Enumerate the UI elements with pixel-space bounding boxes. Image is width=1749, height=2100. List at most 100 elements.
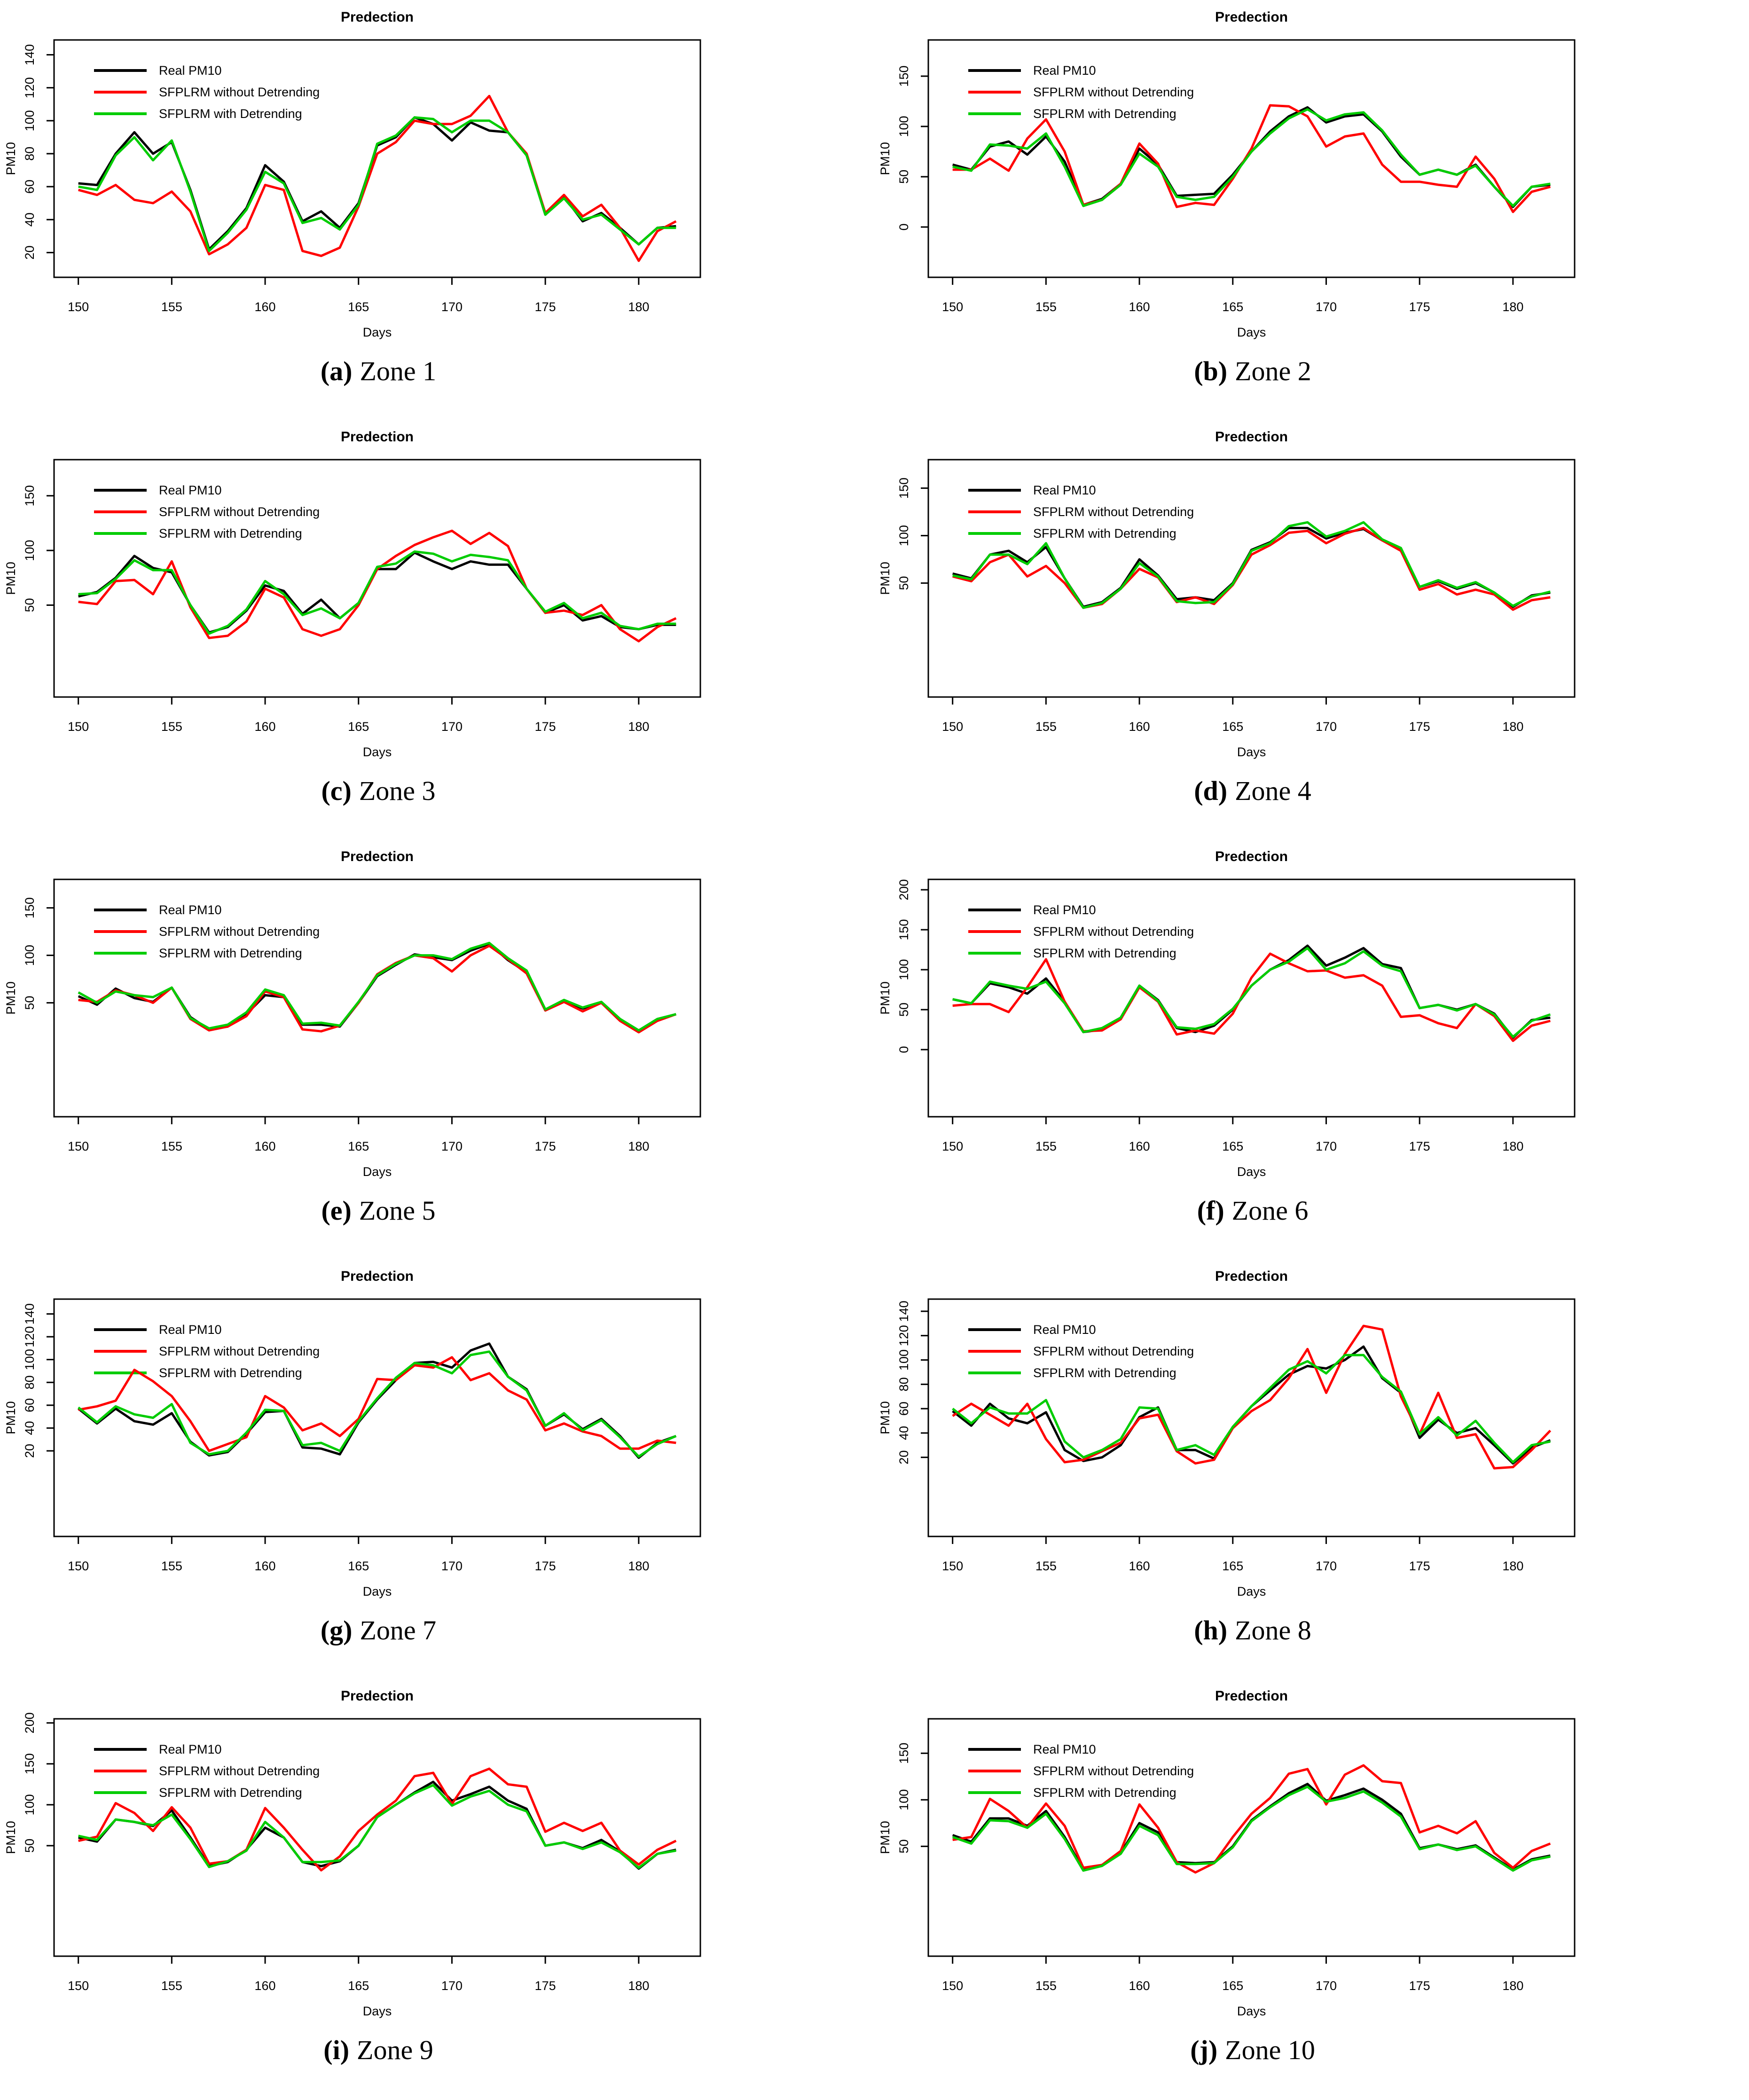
caption-index: (i) [323,2035,350,2065]
x-tick-label: 170 [441,1559,463,1573]
x-axis-label: Days [363,1584,392,1599]
chart-title: Predection [341,1688,414,1704]
x-tick-label: 150 [68,1979,89,1993]
x-tick-label: 160 [255,1139,276,1153]
figure-caption: (b) Zone 2 [874,355,1631,387]
legend-label: Real PM10 [1033,1742,1096,1756]
x-tick-label: 160 [255,300,276,314]
x-tick-label: 180 [628,720,649,734]
x-tick-label: 160 [255,720,276,734]
x-tick-label: 165 [348,1559,369,1573]
legend-label: SFPLRM without Detrending [1033,505,1194,519]
x-tick-label: 155 [1035,1559,1057,1573]
x-tick-label: 175 [1409,1139,1430,1153]
caption-zone: Zone 6 [1231,1195,1309,1226]
x-tick-label: 155 [161,300,182,314]
y-axis-label: PM10 [878,981,892,1015]
line-chart-zone-5: Predection 150 155 160 165 170 175 180 Days 50 100… [4,849,701,1179]
caption-index: (j) [1190,2035,1218,2065]
x-tick-label: 165 [1222,1559,1243,1573]
plot-border [53,459,701,698]
legend-label: Real PM10 [1033,483,1096,497]
x-tick-label: 180 [628,300,649,314]
x-tick-label: 150 [68,300,89,314]
plot-border [53,39,701,278]
caption-index: (h) [1194,1615,1228,1646]
figure-panel-zone-7: Predection 150 155 160 165 170 175 180 Days 20 40 6… [0,1259,874,1679]
y-tick-label: 50 [23,1839,37,1853]
line-chart-zone-10: Predection 150 155 160 165 170 175 180 Days 50 100… [878,1688,1576,2018]
legend-label: SFPLRM with Detrending [1033,946,1176,960]
y-tick-label: 100 [897,1789,911,1810]
y-tick-label: 0 [897,1046,911,1053]
x-tick-label: 160 [1129,720,1150,734]
x-tick-label: 175 [535,1559,556,1573]
figure-panel-zone-1: Predection 150 155 160 165 170 175 180 Days 20 40 6… [0,0,874,420]
caption-zone: Zone 7 [360,1615,437,1646]
x-tick-label: 170 [441,1979,463,1993]
y-tick-label: 60 [23,1398,37,1412]
legend-label: Real PM10 [159,483,222,497]
figure-caption: (i) Zone 9 [0,2034,757,2066]
x-tick-label: 165 [348,720,369,734]
line-chart-zone-3: Predection 150 155 160 165 170 175 180 Days 50 100… [4,429,701,759]
caption-zone: Zone 3 [359,776,436,806]
series-line-sfplrm-with-detrending [952,947,1551,1038]
chart-title: Predection [1215,1269,1288,1284]
x-axis-label: Days [363,745,392,759]
legend-label: SFPLRM without Detrending [159,505,320,519]
legend-label: Real PM10 [1033,1323,1096,1337]
x-axis-label: Days [1237,325,1266,339]
x-tick-label: 150 [68,720,89,734]
x-tick-label: 160 [255,1559,276,1573]
plot-border [53,878,701,1118]
y-tick-label: 20 [23,1444,37,1458]
legend-label: SFPLRM without Detrending [159,85,320,99]
plot-border [927,878,1576,1118]
x-tick-label: 180 [1502,720,1523,734]
figure-caption: (h) Zone 8 [874,1614,1631,1646]
chart-title: Predection [341,849,414,864]
x-tick-label: 175 [535,300,556,314]
series-line-sfplrm-without-detrending [952,104,1551,213]
y-tick-label: 0 [897,223,911,230]
y-axis-label: PM10 [4,142,18,175]
y-tick-label: 40 [23,212,37,227]
y-tick-label: 150 [897,66,911,87]
x-tick-label: 170 [1316,1559,1337,1573]
x-axis-label: Days [363,2004,392,2018]
y-tick-label: 40 [23,1421,37,1435]
x-axis-label: Days [1237,745,1266,759]
y-tick-label: 20 [897,1450,911,1465]
y-tick-label: 140 [897,1301,911,1322]
series-line-sfplrm-without-detrending [952,952,1551,1042]
y-tick-label: 40 [897,1426,911,1440]
caption-zone: Zone 10 [1225,2035,1315,2065]
y-tick-label: 100 [23,1349,37,1370]
caption-index: (f) [1197,1195,1224,1226]
figure-panel-zone-2: Predection 150 155 160 165 170 175 180 Days 0 50 10… [874,0,1749,420]
figure-caption: (c) Zone 3 [0,775,757,807]
chart-title: Predection [341,9,414,25]
y-tick-label: 100 [897,525,911,546]
y-tick-label: 150 [23,897,37,918]
figure-caption: (a) Zone 1 [0,355,757,387]
figure-caption: (f) Zone 6 [874,1195,1631,1226]
series-line-sfplrm-without-detrending [78,94,677,262]
caption-index: (d) [1194,776,1228,806]
y-axis-label: PM10 [878,1821,892,1854]
y-tick-label: 150 [897,478,911,499]
caption-zone: Zone 8 [1235,1615,1311,1646]
chart-title: Predection [1215,9,1288,25]
figure-panel-zone-9: Predection 150 155 160 165 170 175 180 Days 50 100… [0,1679,874,2099]
series-line-real-pm10 [78,551,676,634]
x-tick-label: 155 [161,1979,182,1993]
caption-zone: Zone 9 [357,2035,433,2065]
y-axis-label: PM10 [4,1401,18,1434]
y-tick-label: 50 [897,1839,911,1853]
x-tick-label: 150 [942,720,963,734]
figure-panel-zone-6: Predection 150 155 160 165 170 175 180 Days 0 50 10… [874,839,1749,1259]
x-tick-label: 180 [1502,1139,1523,1153]
y-tick-label: 150 [897,919,911,940]
